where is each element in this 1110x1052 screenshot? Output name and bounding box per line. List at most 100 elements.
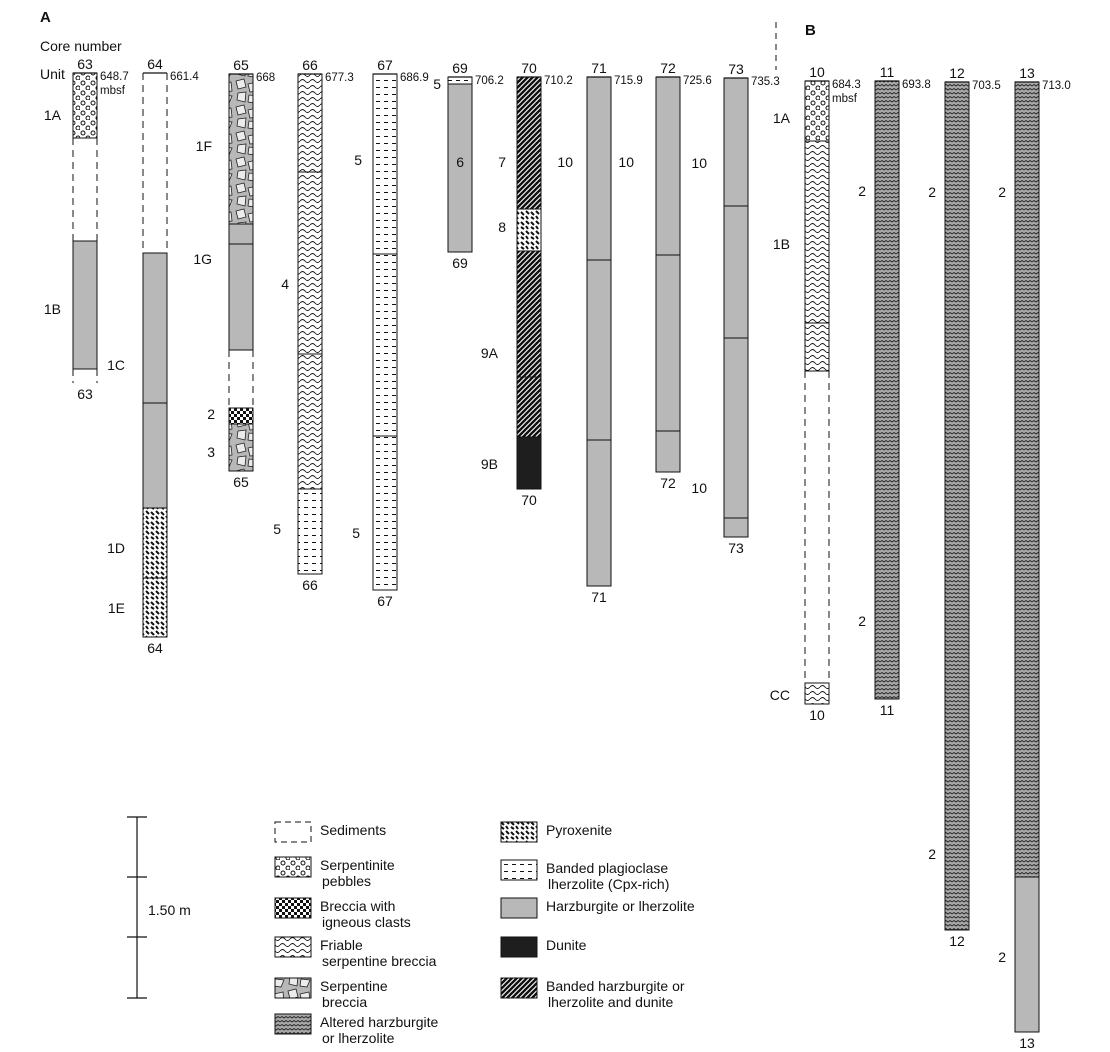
core-65-segment-breccia-igneous — [229, 408, 253, 424]
core-number-top: 10 — [809, 64, 825, 80]
legend-label: serpentine breccia — [322, 953, 437, 969]
legend-label: Harzburgite or lherzolite — [546, 898, 695, 914]
legend-label: Sediments — [320, 822, 386, 838]
core-top-depth: 668 — [256, 72, 275, 84]
core-number-bottom: 10 — [809, 707, 825, 723]
core-number-top: 13 — [1019, 65, 1035, 81]
core-top-depth: 725.6 — [683, 75, 712, 87]
core-number-bottom: 12 — [949, 933, 965, 949]
core-top-depth: 735.3 — [751, 76, 780, 88]
legend-label: or lherzolite — [322, 1030, 395, 1046]
unit-label: 9A — [481, 345, 499, 361]
core-column-71: 71 71 715.9 10 10 — [557, 60, 642, 605]
legend-swatch-serpentine-breccia — [274, 977, 312, 999]
core-70-segment-pyroxenite — [517, 209, 541, 251]
core-number-header: Core number — [40, 38, 122, 54]
core-number-top: 73 — [728, 61, 744, 77]
legend-label: Banded plagioclase — [546, 860, 668, 876]
legend-swatch-serpentinite-pebbles — [274, 856, 312, 878]
unit-label: 5 — [354, 152, 362, 168]
core-column-70: 70 70 710.2 7 8 9A 9B — [481, 60, 573, 508]
core-70-segment-banded-harzburgite-dunite — [517, 77, 541, 209]
legend-label: igneous clasts — [322, 914, 411, 930]
core-column-11: 11 11 693.8 2 2 — [858, 64, 931, 718]
core-number-bottom: 70 — [521, 492, 537, 508]
segment-outline — [1014, 876, 1040, 1033]
unit-label: 1A — [44, 107, 62, 123]
core-column-64: 64 64 661.4 1C 1D 1E — [107, 56, 199, 656]
core-column-72: 72 72 725.6 — [655, 60, 712, 491]
unit-label: 10 — [691, 155, 707, 171]
unit-label: 2 — [998, 184, 1006, 200]
legend-item-harzburgite-lherzolite: Harzburgite or lherzolite — [500, 897, 695, 919]
core-10-segment-serpentinite-pebbles — [805, 81, 829, 141]
unit-label: 1C — [107, 357, 125, 373]
segment-outline — [142, 507, 168, 638]
core-13-segment-harzburgite-lherzolite — [1015, 877, 1039, 1032]
legend-label: Altered harzburgite — [320, 1014, 439, 1030]
core-13-segment-altered-harzburgite — [1015, 82, 1039, 877]
core-65-segment-serpentine-breccia — [229, 424, 253, 471]
legend-swatch-banded-plagioclase — [500, 859, 538, 881]
core-top-depth: 648.7 — [100, 71, 129, 83]
core-number-top: 66 — [302, 57, 318, 73]
core-number-top: 11 — [880, 64, 895, 80]
legend-swatch-pyroxenite — [500, 821, 538, 843]
core-top-depth: 684.3 — [832, 79, 861, 91]
unit-label: 5 — [273, 521, 281, 537]
core-65-segment-harzburgite-lherzolite — [229, 224, 253, 350]
core-column-12: 12 12 703.5 2 2 — [928, 65, 1001, 949]
unit-label: 8 — [498, 219, 506, 235]
core-64-segment-pyroxenite — [143, 508, 167, 637]
core-63-segment-harzburgite-lherzolite — [73, 241, 97, 369]
unit-label: 5 — [433, 76, 441, 92]
segment-outline — [297, 488, 323, 575]
legend-label: Serpentinite — [320, 857, 395, 873]
segment-outline — [804, 682, 830, 705]
legend-swatch-dunite — [500, 936, 538, 958]
core-number-top: 69 — [452, 60, 468, 76]
core-63-segment-sediments — [73, 138, 97, 241]
unit-label: 2 — [207, 406, 215, 422]
unit-label: 2 — [928, 846, 936, 862]
core-69-segment-banded-plagioclase — [448, 77, 472, 84]
legend-item-dunite: Dunite — [500, 936, 587, 958]
core-69-segment-harzburgite-lherzolite — [448, 84, 472, 252]
core-65-segment-sediments — [229, 350, 253, 408]
legend-swatch-banded-harzburgite-dunite — [500, 977, 538, 999]
core-top-depth: 710.2 — [544, 75, 573, 87]
unit-label: 1B — [773, 236, 790, 252]
legend-label: Breccia with — [320, 898, 395, 914]
unit-label: 6 — [456, 154, 464, 170]
core-73-segment-harzburgite-lherzolite — [724, 78, 748, 537]
unit-label: 9B — [481, 456, 498, 472]
core-top-depth: 703.5 — [972, 80, 1001, 92]
unit-label: 2 — [928, 184, 936, 200]
core-column-65: 65 65 668 1F 1G 2 3 — [193, 57, 275, 490]
core-number-bottom: 73 — [728, 540, 744, 556]
legend-swatch-sediments — [274, 821, 312, 843]
core-column-67: 67 67 686.9 5 5 — [352, 57, 429, 609]
unit-label: 7 — [498, 154, 506, 170]
unit-label: 1E — [108, 600, 125, 616]
legend-label: Banded harzburgite or — [546, 978, 685, 994]
unit-label: 10 — [557, 154, 573, 170]
legend-label: Serpentine — [320, 978, 388, 994]
legend-item-sediments: Sediments — [274, 821, 386, 843]
legend-swatch-friable-serpentine-breccia — [274, 936, 312, 958]
core-number-bottom: 64 — [147, 640, 163, 656]
core-number-bottom: 13 — [1019, 1035, 1035, 1051]
legend-label: Friable — [320, 937, 363, 953]
legend-label: Pyroxenite — [546, 822, 612, 838]
legend-label: lherzolite and dunite — [548, 994, 674, 1010]
unit-label: 2 — [998, 949, 1006, 965]
core-column-69: 69 69 706.2 5 6 — [433, 60, 504, 271]
core-70-segment-banded-harzburgite-dunite — [517, 251, 541, 437]
unit-label: 2 — [858, 613, 866, 629]
core-number-top: 72 — [660, 60, 676, 76]
core-number-top: 63 — [77, 56, 93, 72]
core-63-segment-sediments — [73, 369, 97, 383]
